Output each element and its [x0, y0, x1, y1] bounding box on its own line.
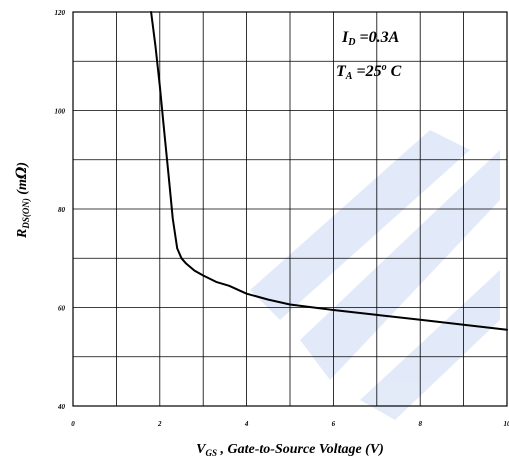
- annotation-ta-sup: o: [382, 62, 387, 73]
- x-tick-label: 0: [71, 420, 75, 428]
- annotation-ta-main: T: [336, 63, 347, 80]
- y-axis-title-close: ): [15, 162, 30, 169]
- x-tick-label: 2: [157, 420, 162, 428]
- series-line: [150, 11, 508, 331]
- x-tick-labels: 0 2 4 6 8 10: [71, 420, 509, 428]
- y-tick-labels: 40 60 80 100 120: [55, 9, 66, 411]
- plot-frame: [72, 11, 508, 407]
- x-axis-title-rest: , Gate-to-Source Voltage (V): [217, 442, 384, 457]
- x-axis-title-v: V: [196, 442, 207, 457]
- y-tick-label: 120: [55, 9, 66, 17]
- annotation-drain-current: ID =0.3A: [341, 29, 400, 48]
- x-tick-label: 8: [418, 420, 422, 428]
- x-tick-label: 4: [244, 420, 249, 428]
- annotation-id-rest: =0.3A: [355, 29, 399, 46]
- y-axis-title-sub: DS(ON): [21, 198, 31, 230]
- y-tick-label: 100: [55, 108, 66, 116]
- x-axis-title-sub: GS: [206, 448, 218, 458]
- annotation-ta-sub: A: [345, 71, 353, 82]
- x-axis-title: VGS , Gate-to-Source Voltage (V): [196, 442, 384, 458]
- annotation-ta-rest: =25: [352, 63, 381, 80]
- y-tick-label: 60: [58, 305, 66, 313]
- grid-lines: [73, 12, 507, 406]
- watermark-stroke: [250, 130, 470, 320]
- y-axis-title-rest: (m: [15, 179, 30, 198]
- annotation-ambient-temp: TA =25o C: [336, 62, 402, 82]
- y-axis-title-omega: Ω: [14, 166, 30, 180]
- y-tick-label: 40: [57, 403, 66, 411]
- y-tick-label: 80: [58, 206, 66, 214]
- annotation-id-main: I: [341, 29, 349, 46]
- annotation-ta-tail: C: [387, 63, 402, 80]
- x-tick-label: 10: [504, 420, 509, 428]
- y-axis-title: RDS(ON) (mΩ): [14, 162, 31, 239]
- annotation-id-sub: D: [347, 37, 355, 48]
- y-axis-title-r: R: [15, 229, 30, 239]
- watermark-stroke: [300, 150, 500, 380]
- x-tick-label: 6: [332, 420, 336, 428]
- watermark-logo: [250, 130, 500, 420]
